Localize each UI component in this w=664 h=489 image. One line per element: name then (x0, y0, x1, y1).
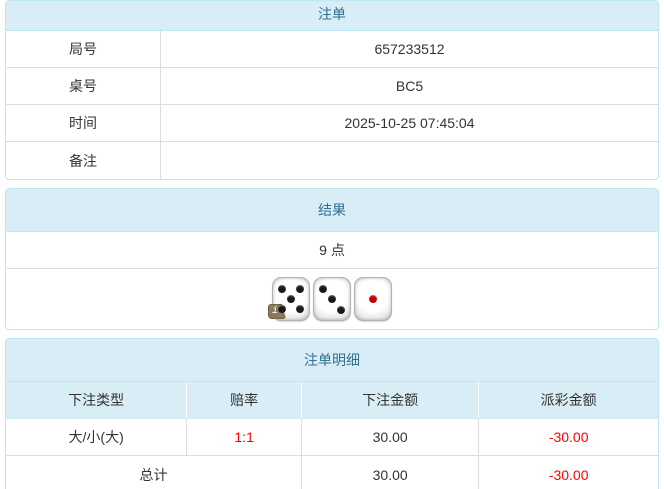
table-number-value: BC5 (395, 78, 424, 94)
table-row-remark: 备注 (6, 142, 658, 179)
bet-type-value: 大/小(大) (6, 419, 188, 455)
payout-amount-value: -30.00 (548, 429, 589, 445)
die-pip (295, 305, 304, 314)
panel-bet-detail: 注单明细 下注类型 赔率 下注金额 派彩金额 大/小(大) 1:1 30.00 … (5, 338, 659, 489)
table-number-label: 桌号 (6, 68, 161, 104)
die-pip (295, 284, 304, 293)
die-pip (337, 305, 345, 314)
die-pip (319, 284, 327, 293)
bet-amount-value: 30.00 (302, 419, 480, 455)
die-pip (369, 295, 377, 303)
detail-header-row: 下注类型 赔率 下注金额 派彩金额 (6, 382, 658, 419)
round-number-value: 657233512 (374, 41, 445, 57)
die-pip (328, 295, 336, 303)
col-bet-type: 下注类型 (6, 382, 188, 418)
remark-label: 备注 (6, 142, 161, 179)
panel-result: 结果 9 点 i (5, 188, 659, 330)
die-pip (287, 295, 295, 303)
total-payout-amount: -30.00 (548, 466, 589, 483)
col-odds: 赔率 (187, 382, 302, 418)
total-bet-amount: 30.00 (302, 456, 480, 489)
time-value: 2025-10-25 07:45:04 (344, 115, 475, 131)
table-row-time: 时间 2025-10-25 07:45:04 (6, 105, 658, 142)
panel-detail-title: 注单明细 (6, 339, 658, 382)
odds-value: 1:1 (187, 419, 302, 455)
round-number-label: 局号 (6, 31, 161, 67)
panel-bet-title: 注单 (6, 1, 658, 31)
panel-result-title: 结果 (6, 189, 658, 232)
detail-data-row: 大/小(大) 1:1 30.00 -30.00 (6, 419, 658, 456)
detail-total-row: 总计 30.00 -30.00 (6, 456, 658, 489)
col-payout-amount: 派彩金额 (540, 392, 597, 408)
table-row-round: 局号 657233512 (6, 31, 658, 68)
die-pip (278, 305, 287, 314)
total-label: 总计 (6, 456, 302, 489)
die-2-three-icon (313, 277, 351, 321)
result-points: 9 点 (6, 232, 658, 269)
die-pip (278, 284, 287, 293)
time-label: 时间 (6, 105, 161, 141)
panel-bet-info: 注单 局号 657233512 桌号 BC5 时间 2025-10-25 07:… (5, 0, 659, 180)
die-3-one-icon (354, 277, 392, 321)
table-row-table: 桌号 BC5 (6, 68, 658, 105)
col-bet-amount: 下注金额 (302, 382, 480, 418)
dice-row: i (6, 269, 658, 329)
remark-value (161, 142, 658, 179)
die-1-five-icon: i (268, 277, 310, 321)
